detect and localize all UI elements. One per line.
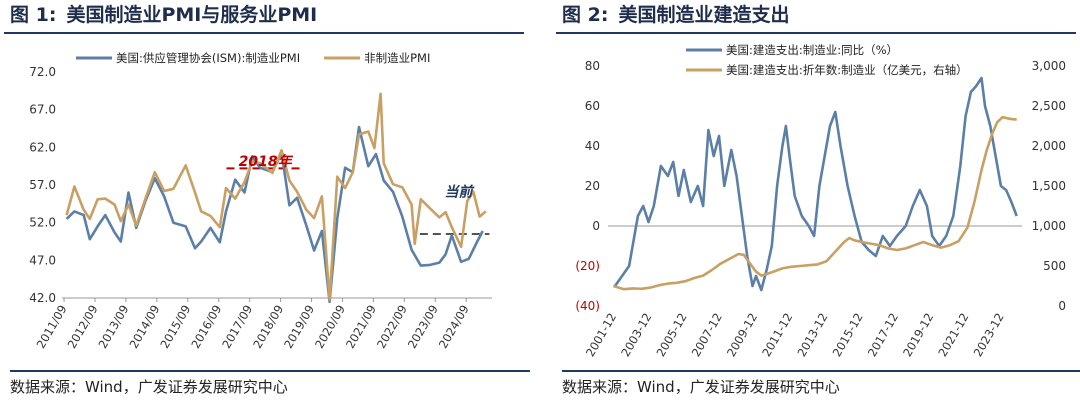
- legend-label: 美国:建造支出:折年数:制造业（亿美元，右轴）: [726, 63, 968, 77]
- y-right-tick-label: 3,000: [1032, 59, 1066, 73]
- legend-label: 美国:供应管理协会(ISM):制造业PMI: [116, 51, 300, 65]
- x-tick-label: 2021-12: [935, 311, 971, 360]
- x-tick-label: 2001-12: [583, 311, 619, 360]
- y-right-tick-label: 0: [1058, 299, 1066, 313]
- series-line: [612, 115, 1017, 291]
- series-line: [65, 92, 487, 301]
- y-right-tick-label: 500: [1043, 259, 1066, 273]
- figure-number: 图 1:: [10, 4, 57, 26]
- x-tick-label: 2024/09: [436, 302, 472, 350]
- y-left-tick-label: 80: [585, 59, 600, 73]
- y-tick-label: 57.0: [29, 178, 56, 192]
- y-right-tick-label: 2,500: [1032, 99, 1066, 113]
- legend-label: 非制造业PMI: [364, 51, 430, 65]
- x-tick-label: 2015-12: [830, 311, 866, 360]
- x-tick-label: 2017-12: [865, 311, 901, 360]
- annotation-label: 当前: [444, 183, 475, 200]
- legend-label: 美国:建造支出:制造业:同比（%）: [726, 43, 898, 57]
- y-right-tick-label: 1,000: [1032, 219, 1066, 233]
- y-left-tick-label: 40: [585, 139, 600, 153]
- source-note: 数据来源：Wind，广发证券发展研究中心: [10, 370, 530, 398]
- y-left-tick-label: 20: [585, 179, 600, 193]
- x-tick-label: 2019-12: [900, 311, 936, 360]
- y-left-tick-label: 0: [592, 219, 600, 233]
- y-right-tick-label: 2,000: [1032, 139, 1066, 153]
- y-tick-label: 72.0: [29, 65, 56, 79]
- y-left-tick-label: (40): [575, 299, 600, 313]
- x-tick-label: 2023-12: [971, 311, 1007, 360]
- y-tick-label: 62.0: [29, 140, 56, 154]
- x-tick-label: 2007-12: [689, 311, 725, 360]
- y-left-tick-label: (20): [575, 259, 600, 273]
- x-tick-label: 2003-12: [618, 311, 654, 360]
- figure-title: 美国制造业PMI与服务业PMI: [66, 4, 318, 26]
- series-line: [613, 76, 1018, 292]
- figure-number: 图 2:: [562, 4, 609, 26]
- panel-construction-spending: 图 2: 美国制造业建造支出 (40) (20) 0 20 40 60 80 0 500 1,000…: [556, 0, 1080, 400]
- x-tick-label: 2005-12: [653, 311, 689, 360]
- source-note: 数据来源：Wind，广发证券发展研究中心: [562, 370, 1080, 398]
- chart-construction: (40) (20) 0 20 40 60 80 0 500 1,000 1,500 2,000 2,50…: [575, 43, 1066, 360]
- x-tick-label: 2013-12: [794, 311, 830, 360]
- panel-title: 图 1: 美国制造业PMI与服务业PMI: [4, 0, 524, 34]
- y-left-tick-label: 60: [585, 99, 600, 113]
- x-tick-label: 2009-12: [724, 311, 760, 360]
- annotation-label: 2018年: [239, 153, 294, 170]
- y-tick-label: 47.0: [29, 253, 56, 267]
- y-tick-label: 52.0: [29, 216, 56, 230]
- y-right-tick-label: 1,500: [1032, 179, 1066, 193]
- chart-pmi: 42.047.052.057.062.067.072.02011/092012/…: [29, 51, 492, 351]
- x-tick-label: 2011-12: [759, 311, 795, 360]
- panel-manufacturing-pmi: 图 1: 美国制造业PMI与服务业PMI 42.0 47.0 52.0 57.0 62.0…: [4, 0, 534, 400]
- y-tick-label: 67.0: [29, 103, 56, 117]
- panel-title: 图 2: 美国制造业建造支出: [556, 0, 1076, 34]
- y-tick-label: 42.0: [29, 291, 56, 305]
- figure-title: 美国制造业建造支出: [618, 4, 790, 26]
